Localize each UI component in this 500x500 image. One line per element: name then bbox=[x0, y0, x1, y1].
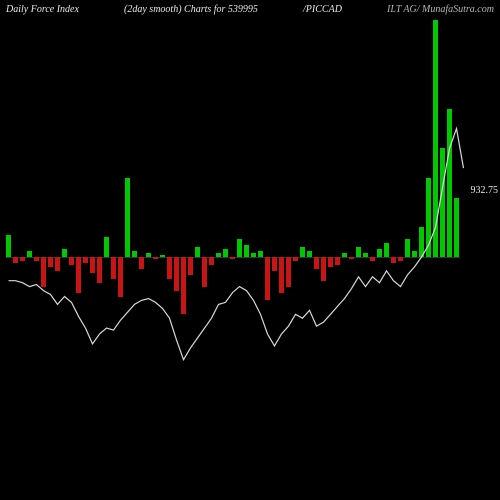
last-value-label: 932.75 bbox=[471, 185, 499, 196]
title-mid-left: (2day smooth) Charts for 539995 bbox=[124, 4, 258, 15]
title-right: ILT AG/ MunafaSutra.com bbox=[387, 4, 494, 15]
title-mid-right: /PICCAD bbox=[303, 4, 342, 15]
force-index-chart bbox=[6, 20, 460, 494]
title-left: Daily Force Index bbox=[6, 4, 79, 15]
price-line bbox=[6, 20, 460, 494]
